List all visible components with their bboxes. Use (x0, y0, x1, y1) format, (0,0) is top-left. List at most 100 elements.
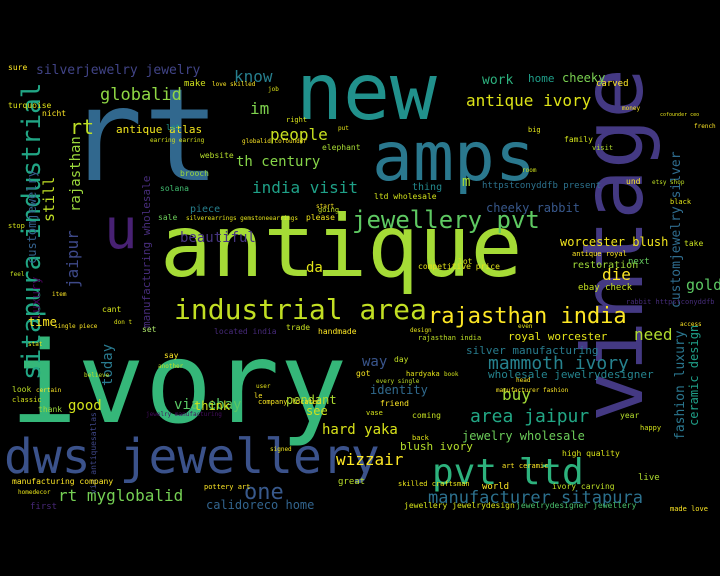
cloud-word: see (306, 404, 328, 418)
cloud-word: via antiquesatlas (89, 412, 98, 494)
cloud-word: thing (412, 182, 442, 193)
cloud-word: ltd wholesale (374, 192, 437, 201)
cloud-word: die (602, 265, 631, 284)
cloud-word: pvt ltd (432, 452, 584, 493)
cloud-word: buy (502, 385, 531, 404)
cloud-word: take (684, 239, 703, 248)
cloud-word: stat (28, 341, 43, 348)
cloud-word: today (100, 344, 116, 386)
cloud-word: identity (370, 383, 428, 397)
cloud-word: lot (458, 257, 473, 266)
cloud-word: jaipur (63, 230, 82, 288)
cloud-word: dws jewellery (4, 429, 380, 485)
cloud-word: hard yaka (322, 422, 398, 438)
cloud-word: ceramic design (687, 325, 701, 426)
cloud-word: ivory carving (552, 482, 615, 491)
cloud-word: back (412, 434, 430, 442)
cloud-word: wizzair (336, 450, 404, 469)
cloud-word: carved (596, 79, 629, 89)
cloud-word: manufacturer fashion (496, 387, 569, 394)
cloud-word: still (40, 177, 58, 222)
cloud-word: time (28, 315, 57, 329)
cloud-word: nicht (42, 109, 66, 118)
cloud-word: silverjewelry jewelry (36, 63, 201, 78)
cloud-word: let (166, 123, 181, 132)
cloud-word: visit (592, 144, 613, 152)
cloud-word: make (184, 79, 206, 89)
cloud-word: please (306, 213, 335, 222)
cloud-word: india visit (252, 178, 358, 197)
cloud-word: luxury (29, 277, 43, 320)
cloud-word: antique atlas (116, 123, 202, 136)
cloud-word: u (104, 197, 138, 262)
cloud-word: black (670, 198, 692, 206)
cloud-word: worcester blush (560, 235, 668, 249)
cloud-word: classic (12, 396, 42, 404)
cloud-word: und (626, 177, 641, 186)
cloud-word: solana (160, 184, 189, 193)
cloud-word: happy (640, 424, 661, 432)
cloud-word: single piece (54, 323, 98, 330)
cloud-word: antique ivory (466, 91, 592, 110)
cloud-word: one (244, 480, 284, 505)
cloud-word: sitapura industrial (17, 83, 47, 380)
cloud-word: jewelry manufacturing (146, 411, 222, 418)
cloud-word: user (256, 383, 271, 390)
cloud-word: rt (70, 115, 94, 139)
cloud-word: set (142, 325, 157, 334)
cloud-word: put (338, 125, 349, 132)
cloud-word: httpstconyddfb present (482, 181, 601, 191)
cloud-word: blush ivory (400, 440, 473, 453)
cloud-word: website (200, 151, 234, 160)
cloud-word: silver manufacturing (466, 344, 598, 357)
cloud-word: coming (412, 411, 441, 420)
cloud-word: industrial area (174, 293, 427, 326)
cloud-word: jewellery jewelrydesign (404, 501, 515, 510)
cloud-word: home (528, 72, 555, 85)
cloud-word: cheeky rabbit (486, 201, 580, 215)
cloud-word: company located (258, 398, 321, 406)
cloud-word: cant (102, 305, 121, 314)
cloud-word: customjewelry silver (669, 151, 684, 308)
cloud-word: signed (270, 446, 292, 453)
cloud-word: th century (236, 154, 320, 170)
cloud-word: etsy shop (652, 179, 685, 186)
word-cloud: ivory rt antique new vintage amps dws jeweller… (0, 36, 720, 540)
cloud-word: rajasthan (68, 136, 84, 212)
cloud-word: sure (8, 63, 27, 72)
cloud-word: work (482, 73, 513, 88)
cloud-word: first (30, 502, 57, 512)
cloud-word: access (680, 321, 702, 328)
cloud-word: rajasthan india (418, 334, 481, 342)
cloud-word: customjewelry (25, 170, 39, 264)
cloud-word: start (316, 203, 334, 210)
cloud-word: great (338, 477, 365, 487)
cloud-word: big (528, 126, 541, 134)
cloud-word: le (254, 392, 262, 400)
cloud-word: think (194, 399, 231, 413)
cloud-word: vintage (564, 68, 662, 422)
cloud-word: beautiful (180, 230, 256, 246)
cloud-word: jewelry wholesale (462, 429, 585, 443)
cloud-word: ebay check (578, 283, 633, 293)
word-cloud-canvas: ivory rt antique new vintage amps dws jeweller… (4, 48, 720, 513)
cloud-word: manufacturing company (12, 477, 113, 486)
cloud-word: handmade (318, 327, 357, 336)
cloud-word: turquoise (8, 101, 52, 110)
cloud-word: job (268, 86, 279, 93)
cloud-word: manufacturing wholesale (140, 176, 153, 328)
cloud-word: located india (214, 327, 277, 336)
cloud-word: money (622, 105, 640, 112)
cloud-word: believe (84, 372, 110, 379)
cloud-word: family (564, 135, 593, 144)
cloud-word: antique (160, 197, 522, 297)
cloud-word: say (164, 351, 179, 360)
cloud-word: got (356, 369, 371, 378)
cloud-word: piece (190, 204, 220, 215)
cloud-word: certain (36, 387, 62, 394)
cloud-word: high quality (562, 449, 620, 458)
cloud-word: competitive price (418, 262, 500, 271)
cloud-word: people (270, 125, 328, 144)
cloud-word: elephant (322, 143, 361, 152)
